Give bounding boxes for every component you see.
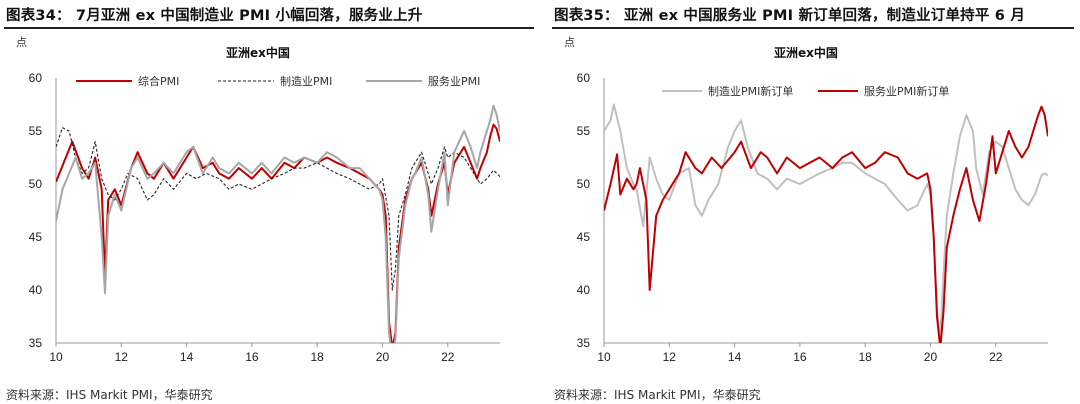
right-x-tick-label: 10 [597,350,611,364]
right-x-tick-label: 18 [858,350,872,364]
left-figure-panel: 图表34： 7月亚洲 ex 中国制造业 PMI 小幅回落，服务业上升 点 亚洲e… [4,8,534,402]
left-legend-label-2: 制造业PMI [280,74,332,88]
left-series-line-1 [56,123,500,343]
left-x-tick-label: 14 [180,350,194,364]
right-line-chart: 35 40 45 50 55 60 10 12 14 16 18 20 22 制造业PMI新订单 服务业PM… [577,71,1048,364]
right-y-tick-label: 35 [577,336,591,350]
right-title-rule [552,27,1074,29]
right-y-tick-label: 40 [577,283,591,297]
left-line-chart: 35 40 45 50 55 60 10 12 14 16 18 20 22 综合PMI 制造业PMI 服务业… [29,71,500,364]
right-y-tick-label: 45 [577,230,591,244]
right-chart-title: 亚洲ex中国 [774,46,838,60]
left-x-tick-label: 20 [376,350,390,364]
right-x-tick-label: 14 [728,350,742,364]
left-y-tick-label: 60 [29,71,43,85]
right-y-unit: 点 [564,36,575,49]
left-y-tick-label: 45 [29,230,43,244]
left-y-tick-label: 40 [29,283,43,297]
right-series-line-1 [604,103,1048,339]
left-source-note: 资料来源：IHS Markit PMI，华泰研究 [6,388,213,402]
left-y-tick-label: 50 [29,177,43,191]
right-figure-title: 图表35： 亚洲 ex 中国服务业 PMI 新订单回落，制造业订单持平 6 月 [554,8,1026,24]
right-x-tick-label: 22 [989,350,1003,364]
left-y-unit: 点 [16,36,27,49]
left-figure-title: 图表34： 7月亚洲 ex 中国制造业 PMI 小幅回落，服务业上升 [6,8,423,24]
left-x-tick-label: 18 [310,350,324,364]
left-legend-label-1: 综合PMI [138,74,179,88]
right-series-line-2 [604,105,1048,343]
left-x-tick-label: 22 [441,350,455,364]
right-source-note: 资料来源：IHS Markit PMI，华泰研究 [554,388,761,402]
left-chart-title: 亚洲ex中国 [226,46,290,60]
right-x-tick-label: 12 [663,350,677,364]
right-x-tick-label: 20 [924,350,938,364]
right-legend-label-2: 服务业PMI新订单 [864,84,949,98]
left-title-rule [4,27,534,29]
left-series-line-3 [56,104,500,343]
left-y-tick-label: 35 [29,336,43,350]
right-figure-panel: 图表35： 亚洲 ex 中国服务业 PMI 新订单回落，制造业订单持平 6 月 … [548,0,1080,404]
right-y-tick-label: 55 [577,124,591,138]
right-x-tick-label: 16 [793,350,807,364]
left-legend-label-3: 服务业PMI [428,75,480,88]
left-y-tick-label: 55 [29,124,43,138]
left-series-line-2 [56,127,500,291]
right-y-tick-label: 60 [577,71,591,85]
left-x-tick-label: 16 [245,350,259,364]
right-legend-label-1: 制造业PMI新订单 [708,84,793,98]
left-x-tick-label: 10 [49,350,63,364]
left-x-tick-label: 12 [115,350,129,364]
right-y-tick-label: 50 [577,177,591,191]
